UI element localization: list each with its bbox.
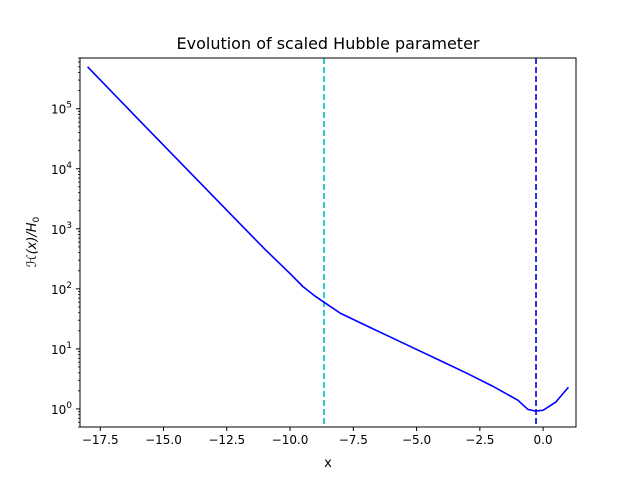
x-tick-label: −2.5 [465, 433, 494, 447]
x-tick-label: −7.5 [339, 433, 368, 447]
y-tick-label: 102 [51, 281, 72, 297]
y-tick-label: 104 [51, 161, 72, 177]
chart-title: Evolution of scaled Hubble parameter [177, 34, 480, 53]
x-axis-ticks: −17.5 −15.0 −12.5 −10.0 −7.5 −5.0 −2.5 0.0 [82, 427, 553, 447]
x-tick-label: −15.0 [145, 433, 182, 447]
x-tick-label: 0.0 [534, 433, 553, 447]
y-tick-label: 100 [51, 401, 72, 417]
y-axis-label-sub: 0 [32, 216, 42, 222]
y-axis-ticks: 100 101 102 103 104 105 [51, 57, 80, 428]
y-tick-label: 105 [51, 101, 72, 117]
x-tick-label: −12.5 [208, 433, 245, 447]
y-axis-label: ℋ(x)/H0 [25, 216, 42, 267]
x-axis-label: x [324, 456, 332, 471]
x-tick-label: −5.0 [402, 433, 431, 447]
series-line-0 [87, 66, 570, 412]
y-tick-label: 103 [51, 221, 72, 237]
y-axis-label-main: ℋ(x)/H [25, 222, 40, 267]
x-tick-label: −10.0 [272, 433, 309, 447]
y-tick-label: 101 [51, 341, 72, 357]
x-tick-label: −17.5 [82, 433, 119, 447]
